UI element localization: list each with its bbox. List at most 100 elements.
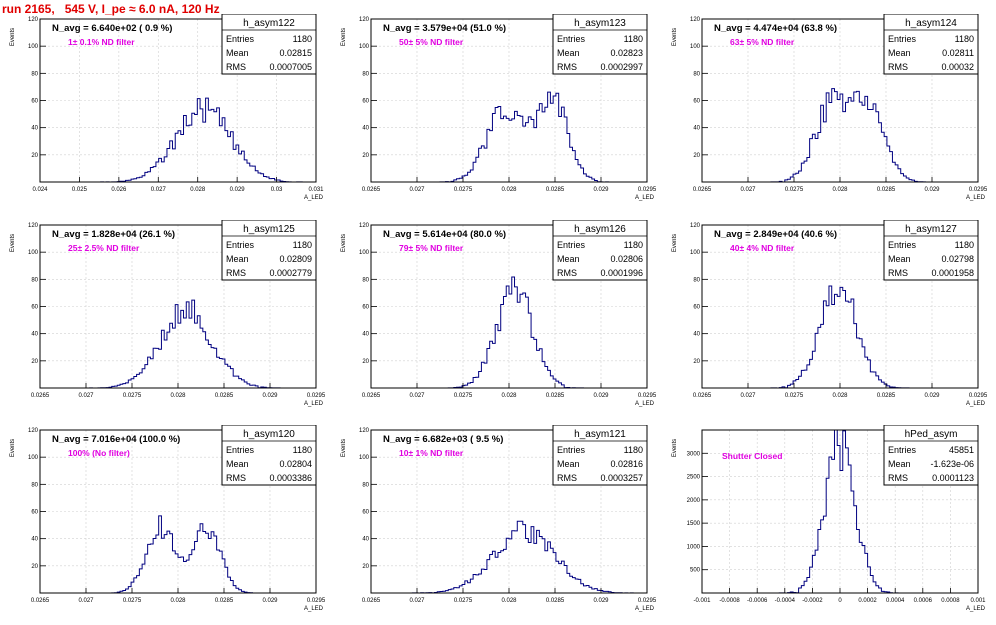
y-tick-label: 120 bbox=[690, 223, 701, 229]
stats-label: Entries bbox=[226, 240, 255, 250]
x-tick-label: 0.028 bbox=[501, 598, 517, 604]
x-tick-label: 0.0275 bbox=[123, 393, 142, 399]
stats-value: 1180 bbox=[624, 240, 643, 250]
histogram-name: h_asym121 bbox=[574, 429, 626, 440]
stats-label: RMS bbox=[557, 268, 577, 278]
stats-label: Entries bbox=[226, 34, 255, 44]
y-tick-label: 20 bbox=[362, 153, 369, 159]
x-tick-label: 0.0265 bbox=[362, 187, 381, 193]
stats-box bbox=[883, 425, 979, 486]
y-tick-label: 100 bbox=[690, 44, 701, 50]
y-tick-label: 100 bbox=[28, 44, 39, 50]
x-tick-label: 0.0265 bbox=[31, 393, 50, 399]
y-tick-label: 2000 bbox=[687, 498, 701, 504]
stats-label: Mean bbox=[557, 459, 580, 469]
stats-label: Mean bbox=[226, 459, 249, 469]
stats-label: RMS bbox=[888, 268, 908, 278]
x-tick-label: 0.0275 bbox=[454, 598, 473, 604]
x-tick-label: 0.0275 bbox=[454, 393, 473, 399]
x-axis-label: A_LED bbox=[966, 401, 986, 407]
stats-value: 1180 bbox=[955, 34, 974, 44]
y-tick-label: 20 bbox=[693, 153, 700, 159]
stats-value: 1180 bbox=[293, 34, 312, 44]
x-tick-label: 0.029 bbox=[924, 393, 940, 399]
x-tick-label: 0.0295 bbox=[969, 187, 988, 193]
x-tick-label: 0.029 bbox=[924, 187, 940, 193]
y-tick-label: 60 bbox=[31, 510, 38, 516]
stats-label: Mean bbox=[888, 254, 911, 264]
histogram-bins bbox=[40, 97, 317, 183]
filter-label: 79± 5% ND filter bbox=[399, 243, 464, 253]
x-tick-label: 0.0285 bbox=[546, 598, 565, 604]
x-tick-label: 0.028 bbox=[170, 393, 186, 399]
stats-box bbox=[552, 425, 648, 486]
histogram-name: h_asym122 bbox=[243, 18, 295, 29]
x-tick-label: 0.0285 bbox=[215, 393, 234, 399]
y-tick-label: 60 bbox=[693, 99, 700, 105]
histogram-panel-h_asym126: 0.0265 0.027 0.0275 0.028 0.0285 0.029 0.0295 2… bbox=[341, 220, 657, 407]
stats-value: 1180 bbox=[293, 240, 312, 250]
y-tick-label: 3000 bbox=[687, 451, 701, 457]
y-tick-label: 60 bbox=[31, 305, 38, 311]
x-tick-label: -0.0008 bbox=[719, 598, 740, 604]
stats-label: Entries bbox=[557, 240, 586, 250]
y-tick-label: 100 bbox=[28, 250, 39, 256]
histogram-name: hPed_asym bbox=[905, 429, 958, 440]
x-axis-label: A_LED bbox=[635, 195, 655, 201]
x-tick-label: 0.03 bbox=[271, 187, 283, 193]
n-avg-label: N_avg = 1.828e+04 (26.1 %) bbox=[52, 229, 175, 240]
x-tick-label: 0.0285 bbox=[877, 187, 896, 193]
x-tick-label: 0.0265 bbox=[362, 393, 381, 399]
y-tick-label: 40 bbox=[362, 537, 369, 543]
stats-box bbox=[221, 14, 317, 75]
y-axis-label: Events bbox=[672, 28, 678, 46]
y-axis-label: Events bbox=[10, 234, 16, 252]
stats-value: 0.0001996 bbox=[600, 268, 643, 278]
x-axis-label: A_LED bbox=[635, 606, 655, 612]
filter-label: 10± 1% ND filter bbox=[399, 448, 464, 458]
x-axis-label: A_LED bbox=[304, 195, 324, 201]
y-tick-label: 80 bbox=[31, 277, 38, 283]
stats-value: 45851 bbox=[949, 445, 974, 455]
x-tick-label: 0.0265 bbox=[693, 393, 712, 399]
stats-label: Mean bbox=[226, 254, 249, 264]
histogram-bins bbox=[371, 276, 647, 389]
stats-label: Mean bbox=[557, 254, 580, 264]
stats-label: RMS bbox=[226, 473, 246, 483]
stats-label: RMS bbox=[557, 62, 577, 72]
histogram-name: h_asym124 bbox=[905, 18, 957, 29]
x-tick-label: 0.027 bbox=[409, 393, 425, 399]
x-axis-label: A_LED bbox=[966, 606, 986, 612]
histogram-panel-h_asym125: 0.0265 0.027 0.0275 0.028 0.0285 0.029 0.0295 2… bbox=[10, 220, 326, 407]
y-tick-label: 60 bbox=[362, 305, 369, 311]
stats-label: RMS bbox=[557, 473, 577, 483]
y-tick-label: 120 bbox=[359, 17, 370, 23]
stats-label: Entries bbox=[226, 445, 255, 455]
y-tick-label: 40 bbox=[362, 332, 369, 338]
stats-value: 0.02798 bbox=[941, 254, 974, 264]
stats-box bbox=[552, 220, 648, 281]
y-tick-label: 60 bbox=[362, 510, 369, 516]
y-tick-label: 100 bbox=[359, 455, 370, 461]
stats-label: RMS bbox=[888, 62, 908, 72]
x-tick-label: -0.001 bbox=[693, 598, 711, 604]
y-tick-label: 500 bbox=[690, 568, 701, 574]
x-tick-label: 0.001 bbox=[970, 598, 986, 604]
stats-label: RMS bbox=[888, 473, 908, 483]
x-tick-label: 0.0275 bbox=[785, 187, 804, 193]
x-tick-label: 0.0002 bbox=[858, 598, 877, 604]
stats-label: Mean bbox=[226, 48, 249, 58]
histogram-name: h_asym126 bbox=[574, 224, 626, 235]
x-tick-label: -0.0006 bbox=[747, 598, 768, 604]
x-tick-label: 0.028 bbox=[832, 187, 848, 193]
stats-value: 0.02823 bbox=[610, 48, 643, 58]
y-tick-label: 100 bbox=[690, 250, 701, 256]
x-tick-label: 0.027 bbox=[409, 187, 425, 193]
stats-value: 0.02806 bbox=[610, 254, 643, 264]
stats-box bbox=[221, 425, 317, 486]
y-tick-label: 100 bbox=[359, 44, 370, 50]
x-tick-label: 0.024 bbox=[32, 187, 48, 193]
filter-label: 40± 4% ND filter bbox=[730, 243, 795, 253]
histogram-name: h_asym123 bbox=[574, 18, 626, 29]
histogram-panel-h_asym124: 0.0265 0.027 0.0275 0.028 0.0285 0.029 0.0295 2… bbox=[672, 14, 988, 201]
